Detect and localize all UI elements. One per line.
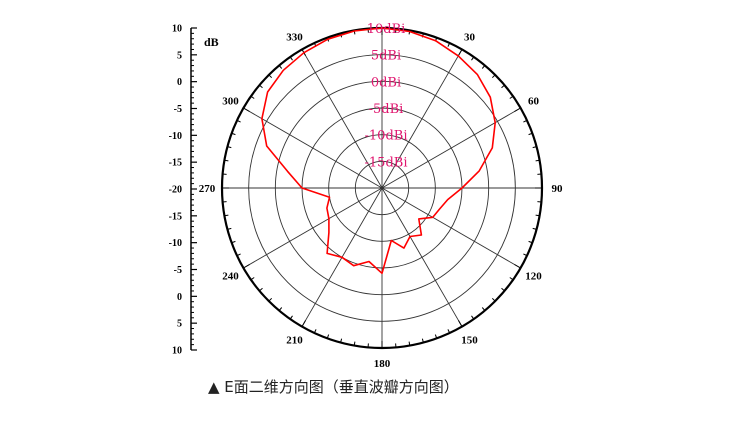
grid-spoke: [381, 187, 463, 327]
grid-spoke: [243, 187, 383, 269]
perimeter-tick: [340, 338, 343, 343]
perimeter-tick: [313, 329, 317, 334]
perimeter-tick: [289, 56, 293, 61]
axis-tick-label: 0: [177, 292, 182, 303]
axis-tick-label: -5: [174, 265, 182, 276]
axis-tick-label: -5: [174, 104, 182, 115]
perimeter-tick: [481, 65, 486, 69]
perimeter-tick: [535, 159, 540, 162]
perimeter-tick: [458, 49, 463, 56]
perimeter-tick: [326, 334, 330, 339]
angle-label: 120: [525, 271, 542, 283]
unit-label: dB: [204, 35, 219, 49]
perimeter-tick: [278, 307, 283, 311]
series-trace: [261, 27, 496, 275]
perimeter-tick: [301, 320, 306, 327]
perimeter-tick: [259, 84, 263, 89]
perimeter-tick: [501, 287, 505, 292]
angle-label: 180: [374, 358, 391, 370]
perimeter-tick: [481, 307, 486, 311]
perimeter-tick: [353, 341, 356, 346]
ring-label: 5dBi: [371, 49, 401, 64]
figure-caption: ▲ E面二维方向图（垂直波瓣方向图）: [208, 378, 459, 396]
angle-label: 270: [199, 183, 216, 195]
perimeter-tick: [250, 277, 255, 281]
grid-spoke: [381, 107, 521, 189]
grid-spoke: [301, 49, 383, 189]
grid-spoke: [381, 49, 463, 189]
axis-tick-label: -10: [169, 131, 182, 142]
perimeter-tick: [447, 329, 451, 334]
ring-label: -10dBi: [365, 129, 408, 144]
perimeter-tick: [224, 159, 229, 162]
perimeter-tick: [458, 320, 463, 327]
perimeter-tick: [227, 146, 232, 149]
axis-tick-label: -15: [169, 211, 182, 222]
perimeter-tick: [250, 95, 255, 99]
axis-tick-label: -15: [169, 158, 182, 169]
ring-label: 0dBi: [371, 75, 401, 90]
perimeter-tick: [243, 107, 250, 112]
grid-spoke: [243, 107, 383, 189]
perimeter-tick: [532, 227, 537, 230]
perimeter-tick: [224, 214, 229, 217]
perimeter-tick: [236, 119, 241, 123]
ring-labels: 10dBi 5dBi 0dBi -5dBi -10dBi -15dBi: [365, 22, 408, 170]
perimeter-tick: [268, 297, 273, 302]
perimeter-tick: [501, 84, 505, 89]
axis-tick-label: 5: [177, 319, 182, 330]
perimeter-tick: [532, 146, 537, 149]
angle-label: 150: [461, 335, 478, 347]
axis-tick-label: 0: [177, 77, 182, 88]
angle-label: 240: [222, 271, 239, 283]
angle-label: 300: [222, 96, 239, 108]
ring-label: -5dBi: [369, 102, 404, 117]
axis-tick-label: 5: [177, 50, 182, 61]
perimeter-tick: [447, 42, 451, 47]
perimeter-tick: [259, 287, 263, 292]
perimeter-tick: [491, 297, 496, 302]
axis-tick-label: -10: [169, 238, 182, 249]
perimeter-tick: [471, 56, 475, 61]
axis-tick-label: -20: [169, 185, 182, 196]
ring-label: -15dBi: [365, 155, 408, 170]
perimeter-tick: [231, 240, 236, 244]
perimeter-tick: [528, 132, 533, 136]
grid-spoke: [381, 187, 521, 269]
perimeter-tick: [523, 119, 528, 123]
angle-label: 210: [286, 335, 303, 347]
axis-tick-label: 10: [172, 346, 182, 357]
perimeter-tick: [509, 277, 514, 281]
perimeter-tick: [236, 253, 241, 257]
perimeter-tick: [278, 65, 283, 69]
perimeter-tick: [227, 227, 232, 230]
perimeter-tick: [509, 95, 514, 99]
angle-label: 60: [528, 96, 540, 108]
angle-label: 330: [286, 31, 303, 43]
angle-label: 90: [552, 183, 564, 195]
perimeter-tick: [434, 334, 438, 339]
radial-axis: 10 5 0 -5 -10 -15 -20 -15 -10 -5 0 5 10: [169, 24, 197, 357]
perimeter-tick: [289, 315, 293, 320]
perimeter-tick: [268, 74, 273, 79]
angle-labels: 30 60 90 120 150 180 210 240 270 300 330: [199, 31, 563, 370]
perimeter-tick: [528, 240, 533, 244]
perimeter-tick: [514, 107, 521, 112]
ring-label: 10dBi: [367, 22, 406, 37]
perimeter-tick: [421, 338, 424, 343]
polar-chart: 10 5 0 -5 -10 -15 -20 -15 -10 -5 0 5 10 dB 30 60 90 120…: [169, 22, 563, 370]
perimeter-tick: [231, 132, 236, 136]
axis-tick-label: 10: [172, 24, 182, 35]
perimeter-tick: [523, 253, 528, 257]
perimeter-tick: [471, 315, 475, 320]
perimeter-tick: [408, 341, 411, 346]
perimeter-tick: [514, 264, 521, 269]
angle-label: 30: [464, 31, 476, 43]
pattern-trace: [261, 27, 496, 275]
perimeter-tick: [535, 214, 540, 217]
perimeter-tick: [491, 74, 496, 79]
perimeter-tick: [243, 264, 250, 269]
